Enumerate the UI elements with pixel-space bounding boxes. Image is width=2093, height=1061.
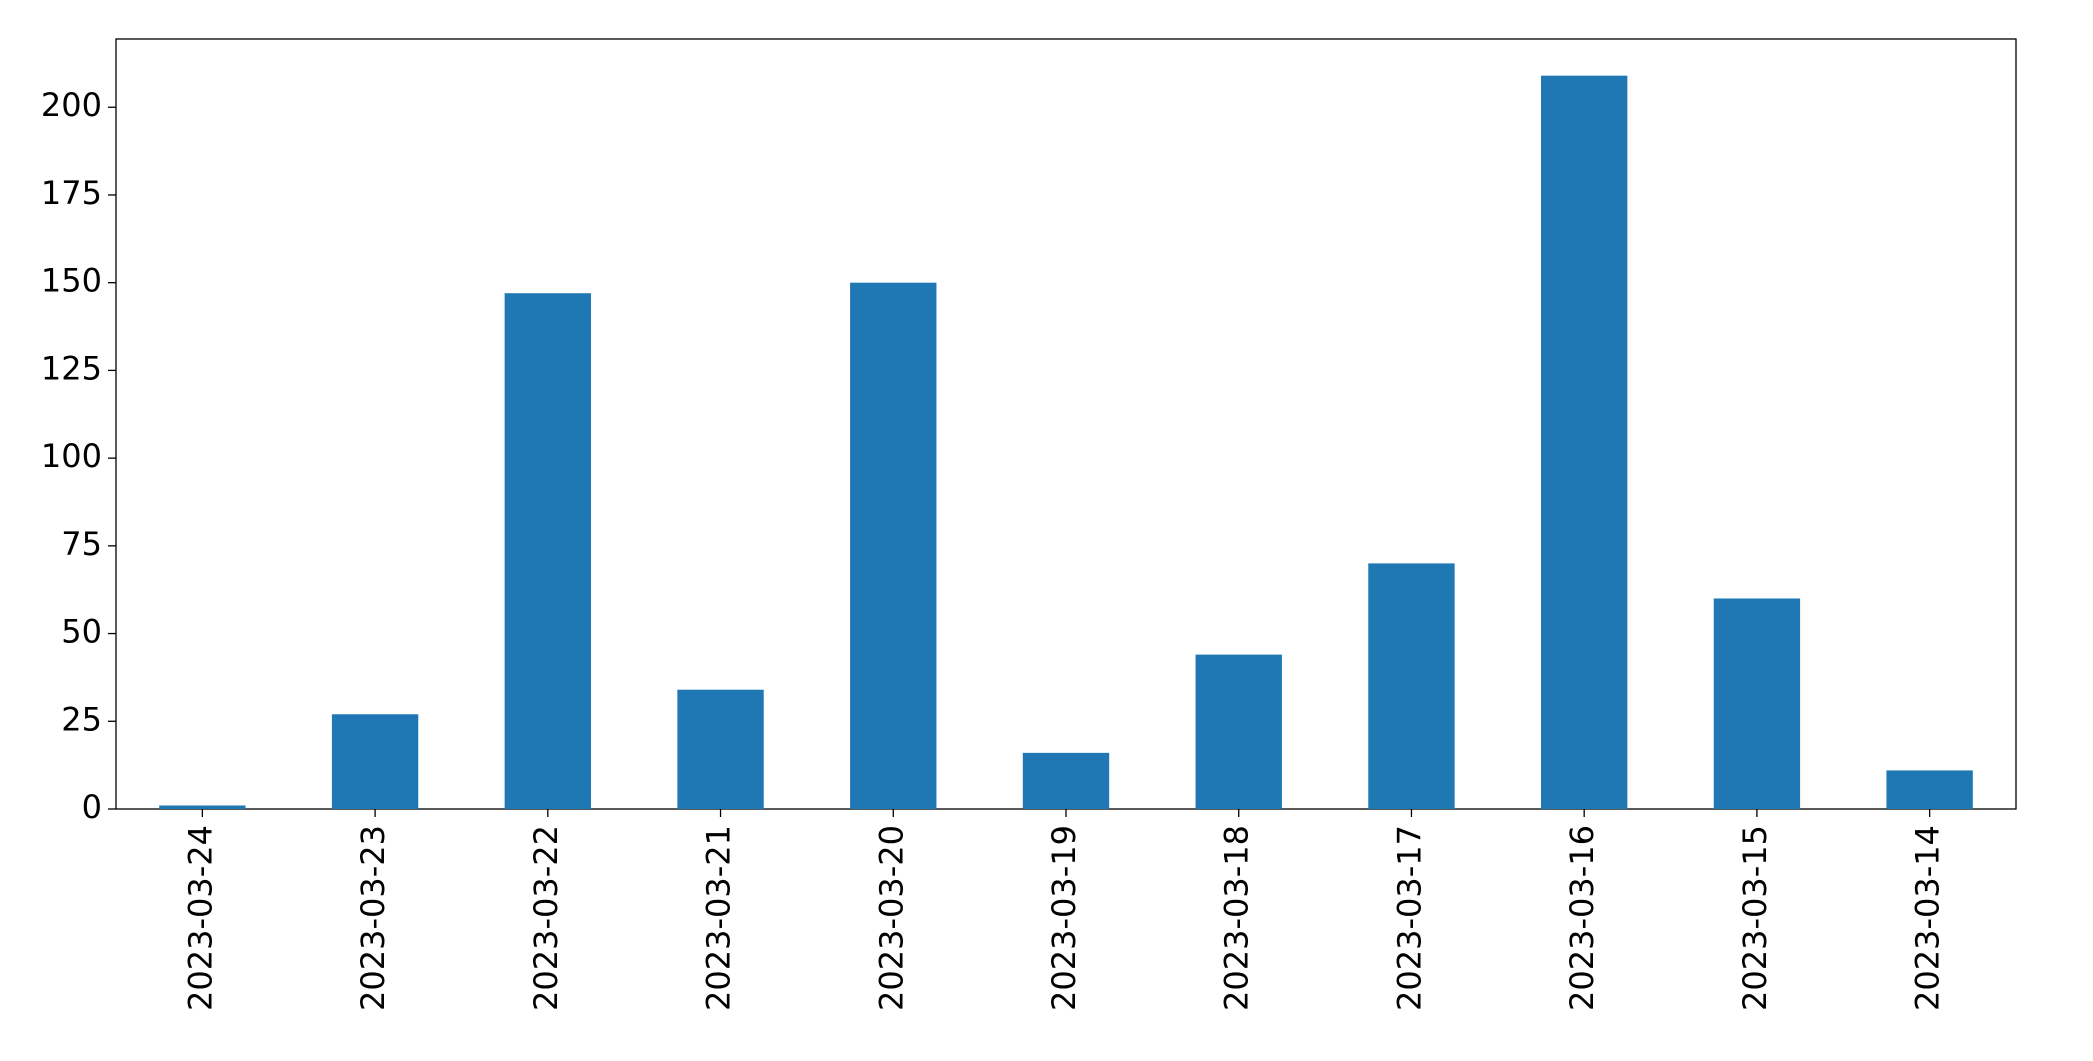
x-tick-label: 2023-03-16 <box>1563 825 1601 1011</box>
x-tick-label: 2023-03-20 <box>872 825 910 1011</box>
y-tick-label: 25 <box>61 700 102 738</box>
x-tick-label: 2023-03-23 <box>354 825 392 1011</box>
y-tick-label: 175 <box>41 174 102 212</box>
x-tick-label: 2023-03-22 <box>527 825 565 1011</box>
y-tick-label: 125 <box>41 349 102 387</box>
bar <box>850 282 937 809</box>
x-tick-label: 2023-03-21 <box>700 825 738 1011</box>
bar <box>159 805 246 809</box>
bar <box>1541 75 1628 809</box>
x-tick-label: 2023-03-15 <box>1736 825 1774 1011</box>
bar <box>1886 770 1973 809</box>
bar <box>331 714 419 809</box>
y-tick-label: 50 <box>61 613 102 651</box>
y-tick-label: 200 <box>41 86 102 124</box>
bar <box>504 293 591 809</box>
y-tick-label: 75 <box>61 525 102 563</box>
y-tick-label: 150 <box>41 262 102 300</box>
y-tick-label: 0 <box>82 788 102 826</box>
bar <box>1195 654 1282 809</box>
bar <box>1368 563 1455 809</box>
bar <box>677 689 764 809</box>
x-tick-label: 2023-03-14 <box>1909 825 1947 1011</box>
x-tick-label: 2023-03-24 <box>181 825 219 1011</box>
x-tick-label: 2023-03-18 <box>1218 825 1256 1011</box>
bar <box>1022 752 1110 809</box>
y-tick-label: 100 <box>41 437 102 475</box>
x-tick-label: 2023-03-17 <box>1390 825 1428 1011</box>
x-tick-label: 2023-03-19 <box>1045 825 1083 1011</box>
bar <box>1713 598 1801 809</box>
